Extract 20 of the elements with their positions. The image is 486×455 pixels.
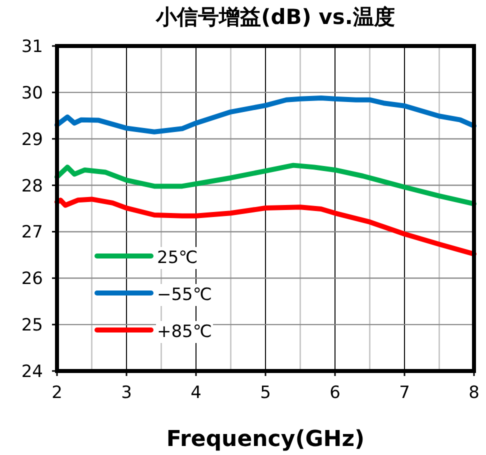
x-tick-label: 4 [190, 383, 202, 403]
x-tick-label: 2 [52, 383, 62, 403]
legend-label: +85℃ [157, 322, 212, 342]
x-tick-label: 8 [468, 383, 480, 403]
y-tick-label: 31 [21, 37, 43, 57]
chart-title: 小信号增益(dB) vs.温度 [155, 5, 395, 29]
y-tick-label: 25 [21, 316, 43, 336]
y-tick-label: 30 [21, 83, 43, 104]
x-tick-label: 7 [399, 383, 410, 403]
y-tick-label: 26 [21, 269, 43, 290]
y-tick-label: 28 [21, 176, 43, 196]
y-tick-label: 24 [21, 362, 43, 382]
y-tick-label: 27 [21, 222, 43, 243]
y-tick-label: 29 [21, 130, 43, 150]
x-tick-label: 3 [121, 383, 132, 403]
legend-label: 25℃ [157, 248, 198, 268]
x-tick-label: 5 [260, 383, 271, 403]
x-axis-title: Frequency(GHz) [166, 427, 365, 452]
legend-label: −55℃ [157, 285, 212, 305]
x-tick-label: 6 [330, 383, 340, 403]
